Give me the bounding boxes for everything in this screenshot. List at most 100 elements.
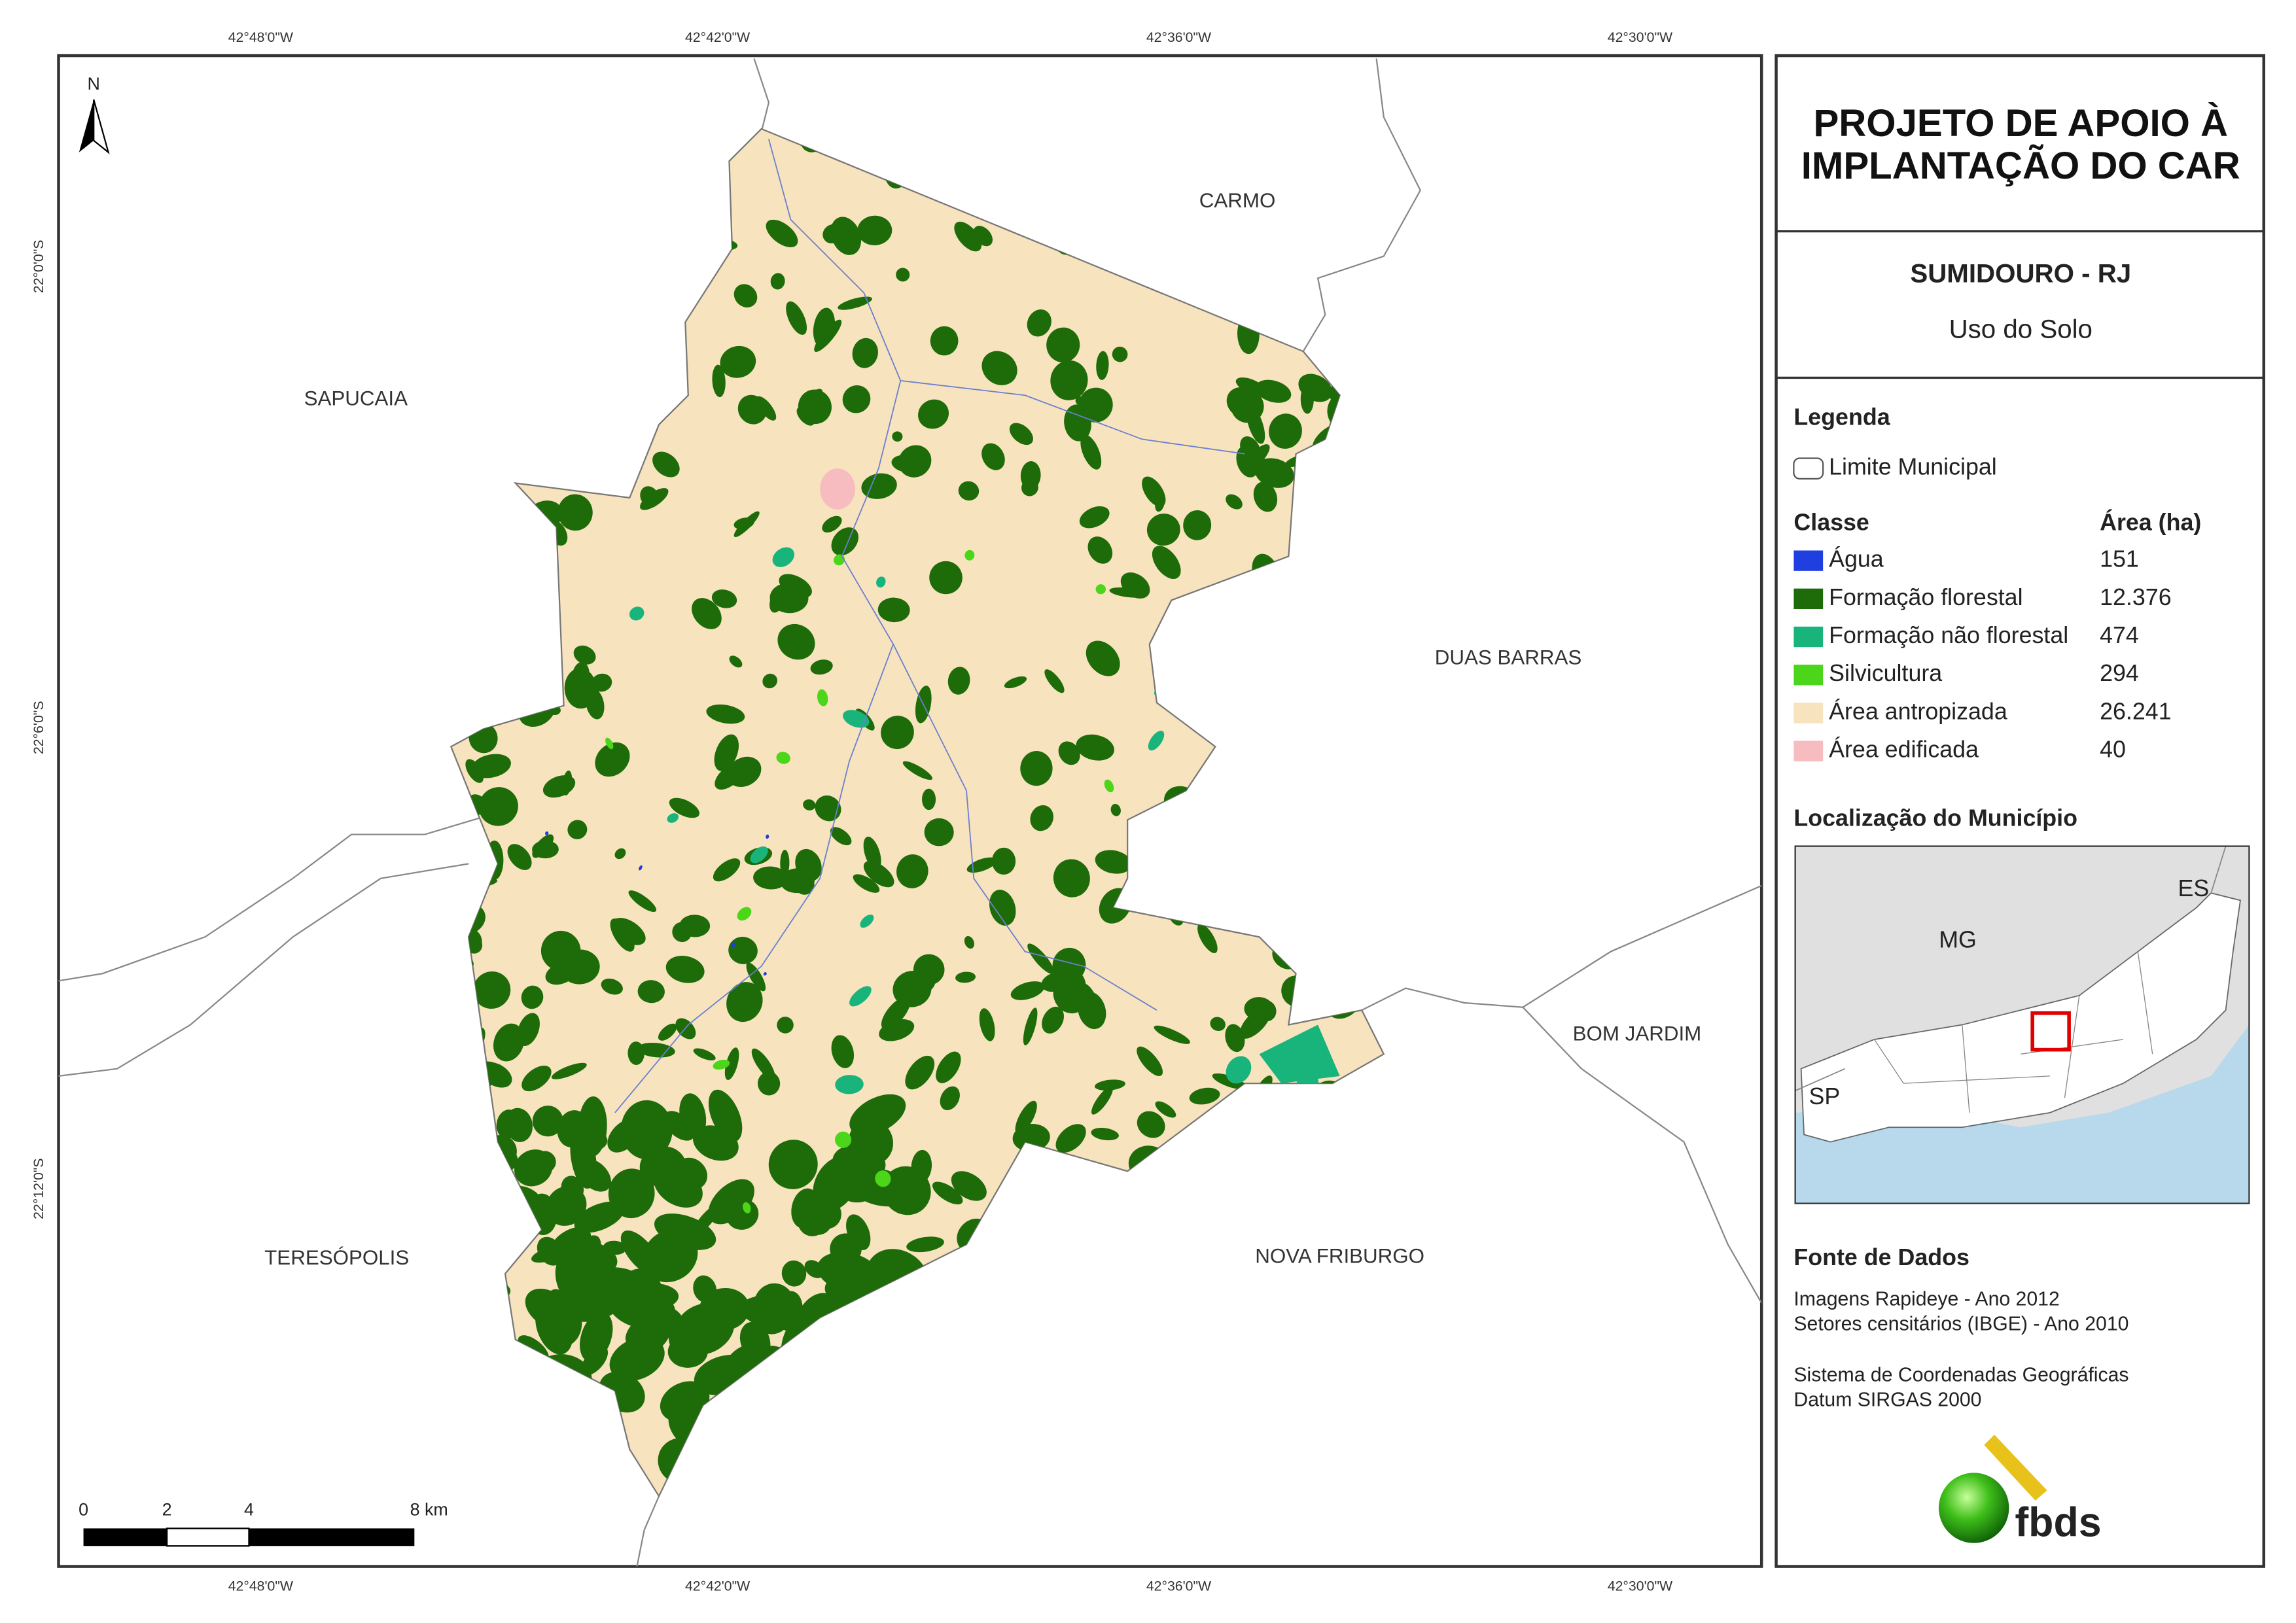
forest-patch [929,561,963,595]
forest-edge [533,1151,556,1173]
forest-patch [1027,943,1054,974]
forest-patch [658,1023,677,1041]
side-panel [1775,54,2266,1568]
forest-patch [1155,1101,1176,1118]
forest-patch [1197,924,1218,954]
legend-rows: Água 151 Formação florestal 12.376 Formação … [1793,546,2172,763]
forest-patch [1146,514,1180,546]
panel-subtitle: SUMIDOURO - RJ [1910,258,2131,288]
forest-patch [830,217,862,255]
forest-patch [1055,1124,1086,1153]
rivers [614,139,1245,1113]
forest-patch [958,481,980,501]
forest-patch [892,431,903,442]
forest-patch [714,734,739,771]
forest-patch [1152,546,1181,580]
forest-patch [727,756,762,788]
forest-edge [1244,997,1274,1021]
forest-edge [532,840,559,859]
forest-patch [601,978,623,995]
forest-patch [902,761,933,780]
forest-patch [798,389,832,425]
coord-label: 42°42'0"W [685,29,750,45]
forest-patch [932,1181,963,1205]
built-patch [820,468,855,510]
class-swatch [1793,588,1824,610]
forest-patch [1189,1087,1220,1105]
place-label: DUAS BARRAS [1435,646,1582,669]
class-area: 294 [2100,660,2139,686]
forest-patch [639,1146,686,1187]
forest-patch [1112,346,1128,362]
forest-patch [951,1171,987,1201]
forest-patch [720,345,756,378]
forest-edge [493,1023,525,1062]
forest-patch [679,1093,707,1139]
inset-label: SP [1809,1083,1841,1109]
inset-frame [1794,845,2250,1204]
forest-patch [1052,947,1086,983]
neighbor-boundaries [58,58,1762,1567]
scale-segment [166,1527,250,1547]
forest-patch [1015,1100,1037,1134]
forest-patch [1091,1128,1119,1141]
forest-patch [620,1230,661,1276]
forest-patch [881,716,914,750]
boundary-line [58,863,469,1077]
silviculture-patch [817,689,828,707]
coord-label: 42°30'0"W [1608,29,1672,45]
water-patch [763,972,767,976]
forest-patch [922,788,936,811]
forest-patch [733,284,758,308]
inset-borders [1795,846,2227,1092]
forest-patch [905,1055,935,1090]
source-line: Setores censitários (IBGE) - Ano 2010 [1793,1313,2128,1335]
legend-heading: Legenda [1793,404,1890,430]
coord-label: 22°6'0"S [31,701,46,754]
forest-edge [563,1250,603,1279]
forest-patch [637,980,665,1003]
forest-patch [679,915,711,937]
forest-patch [620,1100,673,1160]
forest-patch [896,268,910,282]
forest-patch [931,827,943,845]
forest-patch [1095,850,1132,874]
forest-edge [1231,390,1264,423]
silviculture-patch [743,1202,751,1213]
scale-label: 4 [244,1500,254,1520]
non-forest-patch [860,915,874,928]
forest-patch [803,799,816,811]
forest-patch [794,875,815,895]
forest-patch [831,1035,855,1068]
coord-label: 42°36'0"W [1146,1579,1211,1594]
forest-patch [733,511,760,538]
forest-patch [1096,351,1109,380]
forest-patch [637,1042,675,1058]
coord-label: 42°30'0"W [1608,1579,1672,1594]
scale-label: 2 [162,1500,172,1520]
forest-patch [713,858,741,882]
forest-patch [810,659,833,675]
logo-ball [1938,1473,2009,1543]
forest-patch [1091,1086,1113,1115]
non-forest-patch [629,606,645,621]
forest-patch [947,667,970,695]
forest-patch [989,890,1016,926]
forest-edge [571,661,590,693]
panel-theme: Uso do Solo [1949,314,2093,343]
non-forest-patch [1259,1024,1340,1084]
forest-patch [1027,309,1051,337]
forest-patch [879,1019,915,1041]
forest-patch [753,866,788,890]
forest-patch [640,486,660,508]
class-swatch [1793,703,1824,724]
non-forest-patch [750,846,768,864]
forest-patch [628,890,657,913]
forest-patch [781,1260,807,1287]
class-name: Área edificada [1829,737,1979,763]
place-label: CARMO [1199,189,1276,212]
forest-patch [612,918,646,945]
forest-patch [693,1048,716,1061]
forest-patch [786,301,807,335]
